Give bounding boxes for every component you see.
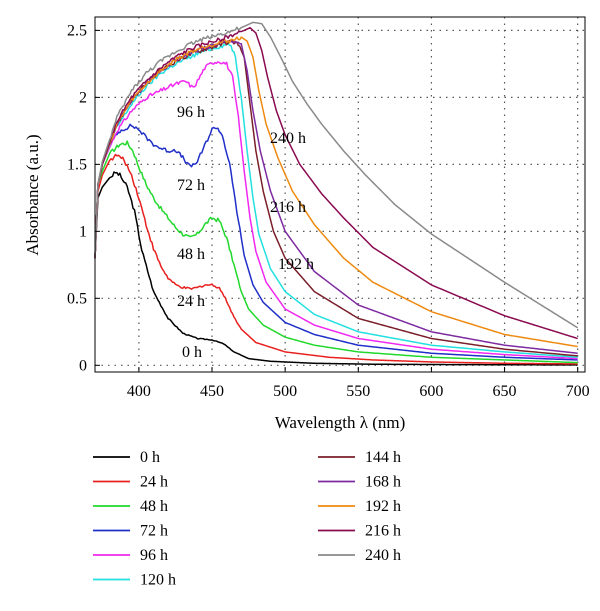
legend-label: 120 h bbox=[140, 572, 176, 589]
x-tick-label: 400 bbox=[127, 383, 151, 400]
x-axis-label: Wavelength λ (nm) bbox=[275, 413, 406, 432]
series-line-240h bbox=[94, 21, 579, 329]
series-line-216h bbox=[94, 26, 578, 340]
x-tick-label: 550 bbox=[346, 383, 370, 400]
annotation-label: 72 h bbox=[177, 177, 205, 194]
y-tick-label: 0.5 bbox=[67, 290, 87, 307]
grid-lines bbox=[95, 17, 585, 372]
series-line-120h bbox=[94, 42, 578, 359]
legend-label: 0 h bbox=[140, 449, 160, 466]
annotation-label: 216 h bbox=[270, 199, 306, 216]
legend-label: 24 h bbox=[140, 474, 168, 491]
axis-ticks: 400 450 500 550 600 650 700 0 0.5 1 1.5 2 2.5 bbox=[67, 22, 590, 400]
series-line-192h bbox=[94, 36, 578, 348]
x-tick-label: 450 bbox=[200, 383, 224, 400]
annotation-label: 192 h bbox=[278, 256, 314, 273]
x-tick-label: 600 bbox=[419, 383, 443, 400]
series-line-0h bbox=[94, 171, 578, 366]
y-tick-label: 1.5 bbox=[67, 156, 87, 173]
annotation-label: 240 h bbox=[270, 130, 306, 147]
y-tick-label: 0 bbox=[79, 357, 87, 374]
series-line-48h bbox=[94, 140, 578, 364]
legend-label: 168 h bbox=[365, 474, 401, 491]
legend-label: 144 h bbox=[365, 449, 401, 466]
annotation-label: 24 h bbox=[177, 293, 205, 310]
legend-label: 216 h bbox=[365, 523, 401, 540]
y-tick-label: 2.5 bbox=[67, 22, 87, 39]
legend-label: 72 h bbox=[140, 523, 168, 540]
legend-label: 192 h bbox=[365, 498, 401, 515]
series-line-24h bbox=[94, 153, 578, 365]
series-lines bbox=[94, 21, 579, 366]
curve-annotations: 0 h 24 h 48 h 72 h 96 h 240 h 216 h 192 h bbox=[177, 104, 314, 361]
x-tick-label: 500 bbox=[273, 383, 297, 400]
x-tick-label: 650 bbox=[493, 383, 517, 400]
x-tick-label: 700 bbox=[566, 383, 590, 400]
plot-frame bbox=[94, 16, 586, 373]
annotation-label: 0 h bbox=[182, 344, 202, 361]
legend-label: 96 h bbox=[140, 547, 168, 564]
annotation-label: 96 h bbox=[177, 104, 205, 121]
legend-label: 240 h bbox=[365, 547, 401, 564]
y-tick-label: 2 bbox=[79, 89, 87, 106]
series-line-96h bbox=[94, 61, 578, 360]
y-tick-label: 1 bbox=[79, 223, 87, 240]
y-axis-label: Absorbance (a.u.) bbox=[23, 134, 42, 255]
series-line-72h bbox=[94, 123, 578, 361]
legend: 0 h 24 h 48 h 72 h 96 h 120 h 144 h 168 h 192 h 2… bbox=[93, 449, 401, 589]
legend-label: 48 h bbox=[140, 498, 168, 515]
annotation-label: 48 h bbox=[177, 246, 205, 263]
